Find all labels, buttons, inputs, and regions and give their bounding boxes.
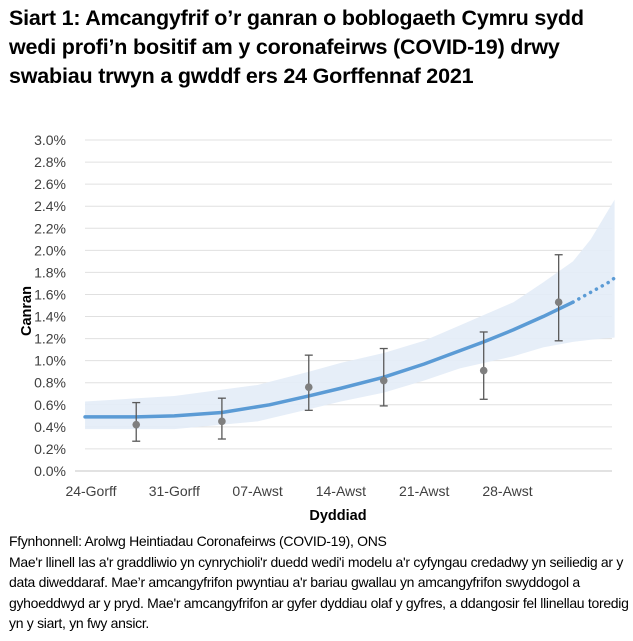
- y-tick-label: 1.0%: [34, 353, 66, 369]
- credible-interval-band: [85, 199, 615, 430]
- source-note: Ffynhonnell: Arolwg Heintiadau Coronafei…: [9, 533, 387, 549]
- chart-title: Siart 1: Amcangyfrif o’r ganran o boblog…: [9, 6, 584, 88]
- x-tick-label: 14-Awst: [316, 483, 366, 499]
- y-tick-label: 1.8%: [34, 264, 66, 280]
- y-tick-label: 1.2%: [34, 331, 66, 347]
- estimate-point: [479, 366, 488, 375]
- x-axis-title: Dyddiad: [309, 508, 366, 524]
- estimate-point: [304, 383, 313, 391]
- estimate-point: [132, 420, 141, 429]
- y-tick-label: 3.0%: [34, 132, 66, 148]
- line-chart: 0.0% 0.2% 0.4% 0.6% 0.8% 1.0% 1.2% 1.4% 1.6% 1.8%…: [19, 132, 617, 524]
- chart-notes: Ffynhonnell: Arolwg Heintiadau Coronafei…: [9, 531, 629, 634]
- estimate-point: [379, 376, 388, 385]
- x-tick-label: 24-Gorff: [65, 483, 116, 499]
- x-tick-label: 31-Gorff: [149, 483, 200, 499]
- y-tick-label: 0.2%: [34, 441, 66, 457]
- y-tick-label: 1.4%: [34, 309, 66, 325]
- y-tick-label: 0.4%: [34, 419, 66, 435]
- y-tick-label: 2.4%: [34, 198, 66, 214]
- chart-area: 0.0% 0.2% 0.4% 0.6% 0.8% 1.0% 1.2% 1.4% 1.6% 1.8%…: [0, 125, 633, 525]
- x-tick-label: 07-Awst: [232, 483, 282, 499]
- y-tick-label: 2.8%: [34, 154, 66, 170]
- y-tick-label: 2.2%: [34, 220, 66, 236]
- y-tick-label: 0.6%: [34, 397, 66, 413]
- y-axis-title: Canran: [19, 286, 35, 336]
- y-tick-label: 1.6%: [34, 286, 66, 302]
- y-tick-label: 2.6%: [34, 176, 66, 192]
- trend-line: [83, 300, 575, 419]
- y-tick-label: 0.8%: [34, 375, 66, 391]
- x-tick-label: 28-Awst: [482, 483, 532, 499]
- y-tick-label: 0.0%: [34, 463, 66, 479]
- x-tick-label: 21-Awst: [399, 483, 449, 499]
- y-tick-label: 2.0%: [34, 242, 66, 258]
- estimate-point: [218, 417, 226, 426]
- estimate-point: [554, 298, 563, 306]
- description-note: Mae'r llinell las a'r graddliwio yn cynr…: [9, 553, 629, 632]
